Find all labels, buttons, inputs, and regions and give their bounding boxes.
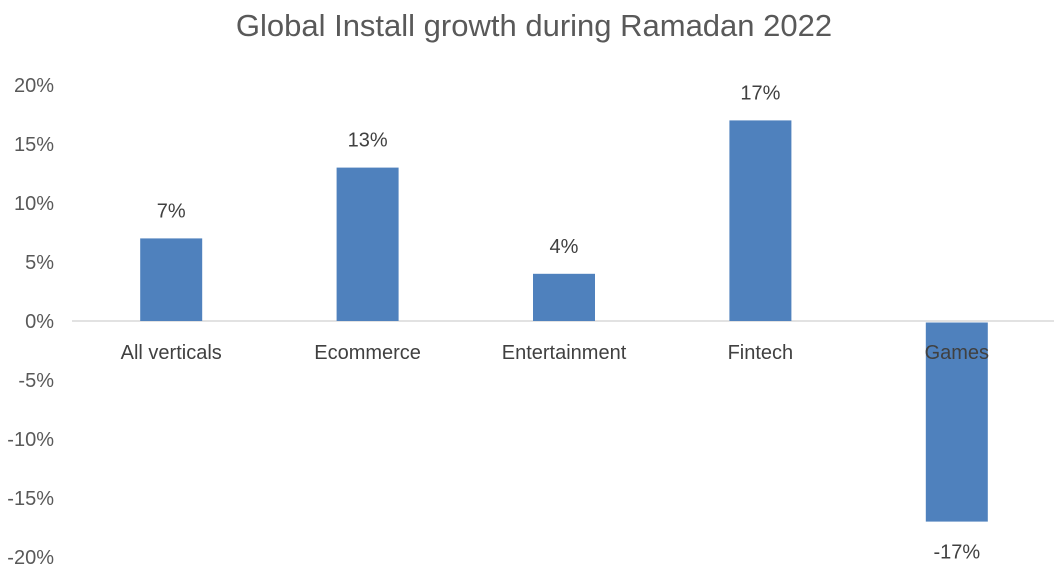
y-tick-label: -20% (7, 547, 54, 569)
y-tick-label: -15% (7, 488, 54, 510)
y-tick-label: -10% (7, 429, 54, 451)
data-label: 4% (550, 236, 579, 258)
data-label: -17% (933, 542, 980, 564)
bar (533, 273, 595, 321)
category-label: Ecommerce (314, 342, 421, 364)
chart-title: Global Install growth during Ramadan 202… (236, 8, 832, 43)
y-tick-label: -5% (18, 370, 54, 392)
data-label: 17% (740, 82, 780, 104)
bars-group (140, 120, 988, 522)
bar (729, 120, 792, 322)
y-tick-label: 20% (14, 75, 54, 97)
category-label: Entertainment (502, 342, 627, 364)
y-tick-label: 0% (25, 311, 54, 333)
data-label: 7% (157, 200, 186, 222)
bar (336, 167, 399, 321)
y-tick-label: 10% (14, 193, 54, 215)
y-tick-label: 15% (14, 134, 54, 156)
data-labels: 7% 13% 4% 17% -17% (157, 82, 981, 563)
bar (925, 322, 988, 522)
category-label: Fintech (728, 342, 794, 364)
bar (140, 238, 203, 321)
y-axis-ticks: 20% 15% 10% 5% 0% -5% -10% -15% -20% (7, 75, 54, 569)
y-tick-label: 5% (25, 252, 54, 274)
category-labels: All verticals Ecommerce Entertainment Finte… (121, 342, 989, 364)
category-label: All verticals (121, 342, 222, 364)
category-label: Games (925, 342, 989, 364)
data-label: 13% (348, 130, 388, 152)
